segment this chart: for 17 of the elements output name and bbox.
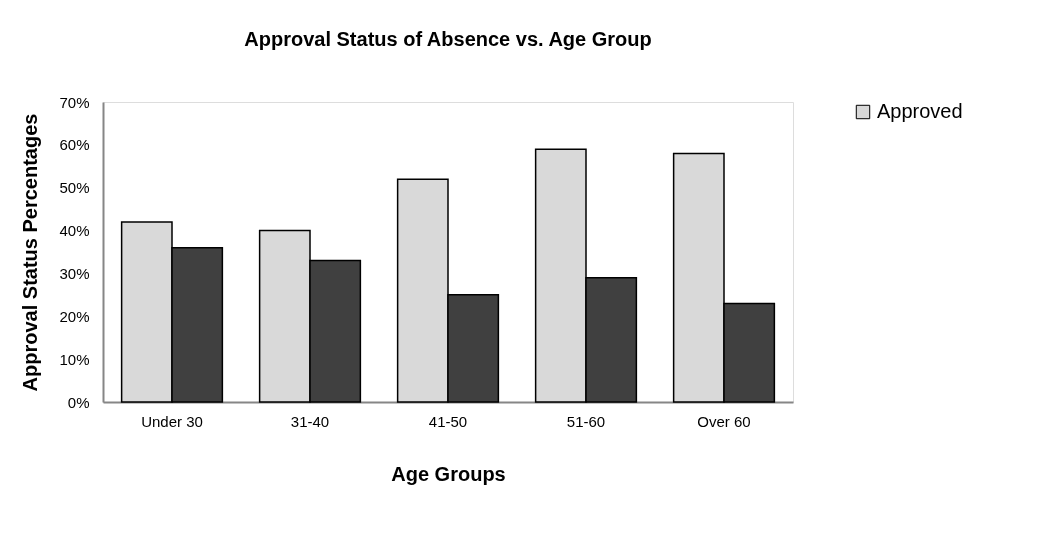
x-axis-title: Age Groups [391, 462, 506, 485]
x-tick-label: 31-40 [290, 412, 330, 430]
y-tick-label: 20% [59, 307, 90, 325]
y-tick-label: 50% [59, 179, 90, 197]
y-axis-title: Approval Status Percentages [19, 113, 42, 392]
y-tick-label: 70% [59, 93, 90, 111]
chart-title: Approval Status of Absence vs. Age Group [244, 28, 652, 50]
x-tick-label: Over 60 [697, 412, 751, 430]
y-tick-label: 40% [59, 222, 90, 240]
y-tick-label: 60% [59, 136, 90, 154]
legend-label: Approved [877, 100, 963, 122]
y-tick-label: 0% [67, 393, 90, 411]
y-tick-label: 10% [59, 350, 90, 368]
x-tick-label: Under 30 [141, 412, 203, 430]
y-tick-label: 30% [59, 264, 90, 282]
x-tick-label: 41-50 [428, 412, 468, 430]
x-tick-label: 51-60 [566, 412, 606, 430]
